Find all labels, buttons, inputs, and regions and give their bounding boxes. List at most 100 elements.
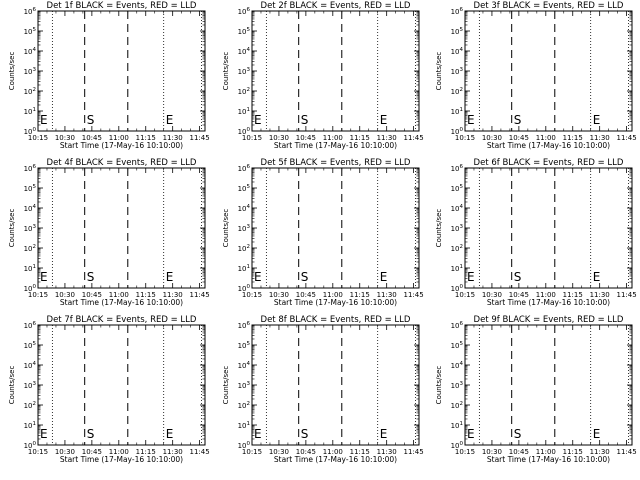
y-tick-label: 102 xyxy=(451,401,463,410)
x-tick-label: 10:30 xyxy=(482,291,502,299)
y-tick-label: 100 xyxy=(451,127,464,136)
x-tick-label: 10:45 xyxy=(509,291,529,299)
y-tick-label: 105 xyxy=(238,27,251,36)
event-marker-s: S xyxy=(301,270,309,284)
y-axis-label: Counts/sec xyxy=(222,209,230,248)
event-marker-s: S xyxy=(514,113,522,127)
y-tick-label: 102 xyxy=(238,87,250,96)
x-tick-label: 11:00 xyxy=(109,134,129,142)
event-marker-e: E xyxy=(254,113,262,127)
y-tick-label: 103 xyxy=(451,224,464,233)
x-tick-label: 10:30 xyxy=(269,134,289,142)
x-tick-label: 11:00 xyxy=(536,448,556,456)
x-tick-label: 10:45 xyxy=(296,291,316,299)
y-tick-label: 106 xyxy=(24,7,37,16)
event-marker-e: E xyxy=(166,427,174,441)
detector-panel-3: Det 3f BLACK = Events, RED = LLD 100 101 10… xyxy=(435,1,637,150)
event-marker-e: E xyxy=(166,113,174,127)
y-axis-label: Counts/sec xyxy=(8,209,16,248)
y-tick-label: 104 xyxy=(24,204,37,213)
x-tick-label: 11:45 xyxy=(190,134,210,142)
event-marker-e: E xyxy=(40,113,48,127)
y-tick-label: 104 xyxy=(238,47,251,56)
y-tick-label: 103 xyxy=(24,224,37,233)
x-tick-label: 10:15 xyxy=(28,448,48,456)
x-tick-label: 11:00 xyxy=(323,291,343,299)
y-tick-label: 101 xyxy=(451,107,463,116)
event-marker-e: E xyxy=(593,113,601,127)
y-tick-label: 102 xyxy=(238,401,250,410)
y-tick-label: 106 xyxy=(238,321,251,330)
panel-title: Det 3f BLACK = Events, RED = LLD xyxy=(474,1,624,11)
detector-panel-2: Det 2f BLACK = Events, RED = LLD 100 101 10… xyxy=(222,1,424,150)
x-tick-label: 10:45 xyxy=(296,448,316,456)
event-marker-e: E xyxy=(40,270,48,284)
event-marker-s: S xyxy=(514,427,522,441)
y-tick-label: 101 xyxy=(238,421,250,430)
y-axis-label: Counts/sec xyxy=(8,366,16,405)
y-tick-label: 102 xyxy=(238,244,250,253)
x-tick-label: 11:15 xyxy=(563,291,583,299)
y-tick-label: 102 xyxy=(451,87,463,96)
panel-title: Det 8f BLACK = Events, RED = LLD xyxy=(261,315,411,325)
y-tick-label: 102 xyxy=(451,244,463,253)
x-tick-label: 11:30 xyxy=(590,448,610,456)
y-tick-label: 105 xyxy=(451,341,464,350)
plot-frame xyxy=(251,324,420,446)
y-tick-label: 101 xyxy=(24,107,36,116)
plot-frame xyxy=(251,167,420,289)
x-tick-label: 11:00 xyxy=(536,291,556,299)
y-axis-label: Counts/sec xyxy=(222,366,230,405)
x-tick-label: 11:30 xyxy=(590,134,610,142)
panel-title: Det 2f BLACK = Events, RED = LLD xyxy=(261,1,411,11)
y-tick-label: 106 xyxy=(451,164,464,173)
y-tick-label: 104 xyxy=(451,204,464,213)
x-tick-label: 10:15 xyxy=(28,291,48,299)
y-tick-label: 103 xyxy=(451,381,464,390)
panel-title: Det 9f BLACK = Events, RED = LLD xyxy=(474,315,624,325)
x-tick-label: 11:30 xyxy=(163,134,183,142)
y-tick-label: 106 xyxy=(24,321,37,330)
y-tick-label: 104 xyxy=(238,204,251,213)
y-axis-label: Counts/sec xyxy=(8,52,16,91)
plot-frame xyxy=(464,324,633,446)
event-marker-s: S xyxy=(87,427,95,441)
y-tick-label: 102 xyxy=(24,87,36,96)
plot-frame xyxy=(464,167,633,289)
y-tick-label: 102 xyxy=(24,401,36,410)
x-tick-label: 10:30 xyxy=(269,291,289,299)
x-tick-label: 11:15 xyxy=(136,134,156,142)
y-tick-label: 100 xyxy=(24,127,37,136)
x-tick-label: 11:00 xyxy=(323,448,343,456)
y-tick-label: 101 xyxy=(451,264,463,273)
y-tick-label: 105 xyxy=(24,341,37,350)
x-tick-label: 11:45 xyxy=(190,291,210,299)
y-tick-label: 103 xyxy=(238,67,251,76)
y-tick-label: 106 xyxy=(238,7,251,16)
y-tick-label: 104 xyxy=(24,361,37,370)
event-marker-e: E xyxy=(380,113,388,127)
x-tick-label: 10:45 xyxy=(509,134,529,142)
y-tick-label: 103 xyxy=(451,67,464,76)
x-tick-label: 10:30 xyxy=(482,134,502,142)
y-axis-label: Counts/sec xyxy=(435,52,443,91)
detector-panel-6: Det 6f BLACK = Events, RED = LLD 100 101 10… xyxy=(435,158,637,307)
y-tick-label: 105 xyxy=(238,184,251,193)
x-tick-label: 10:15 xyxy=(242,448,262,456)
x-tick-label: 11:45 xyxy=(404,291,424,299)
event-marker-e: E xyxy=(254,270,262,284)
y-tick-label: 100 xyxy=(451,284,464,293)
x-tick-label: 10:15 xyxy=(455,134,475,142)
x-axis-label: Start Time (17-May-16 10:10:00) xyxy=(60,298,183,307)
x-tick-label: 10:15 xyxy=(28,134,48,142)
detector-panel-4: Det 4f BLACK = Events, RED = LLD 100 101 10… xyxy=(8,158,210,307)
event-marker-e: E xyxy=(40,427,48,441)
x-tick-label: 11:45 xyxy=(617,291,637,299)
y-tick-label: 101 xyxy=(238,107,250,116)
x-axis-label: Start Time (17-May-16 10:10:00) xyxy=(60,141,183,150)
x-axis-label: Start Time (17-May-16 10:10:00) xyxy=(274,298,397,307)
event-marker-s: S xyxy=(301,113,309,127)
event-marker-s: S xyxy=(301,427,309,441)
x-tick-label: 11:15 xyxy=(350,291,370,299)
